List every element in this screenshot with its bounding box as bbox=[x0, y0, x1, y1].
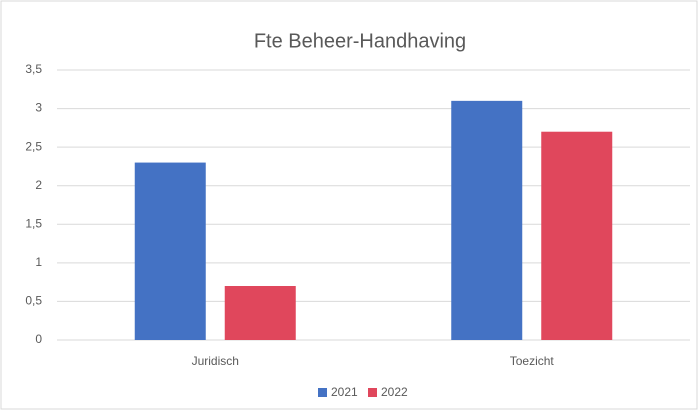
x-tick-label: Juridisch bbox=[192, 354, 239, 368]
x-tick-label: Toezicht bbox=[510, 354, 555, 368]
y-tick-label: 2,5 bbox=[25, 139, 42, 153]
legend-label: 2021 bbox=[331, 385, 358, 399]
y-tick-label: 3 bbox=[35, 101, 42, 115]
y-tick-label: 0 bbox=[35, 332, 42, 346]
y-tick-label: 3,5 bbox=[25, 62, 42, 76]
legend-label: 2022 bbox=[381, 385, 408, 399]
y-tick-label: 0,5 bbox=[25, 294, 42, 308]
legend-swatch bbox=[318, 388, 327, 397]
y-tick-label: 1 bbox=[35, 255, 42, 269]
bar bbox=[224, 286, 296, 340]
y-tick-label: 1,5 bbox=[25, 216, 42, 230]
y-tick-label: 2 bbox=[35, 178, 42, 192]
legend-swatch bbox=[368, 388, 377, 397]
chart-title: Fte Beheer-Handhaving bbox=[254, 30, 466, 52]
bar bbox=[541, 131, 613, 340]
bar bbox=[134, 162, 206, 340]
bar bbox=[451, 100, 523, 340]
